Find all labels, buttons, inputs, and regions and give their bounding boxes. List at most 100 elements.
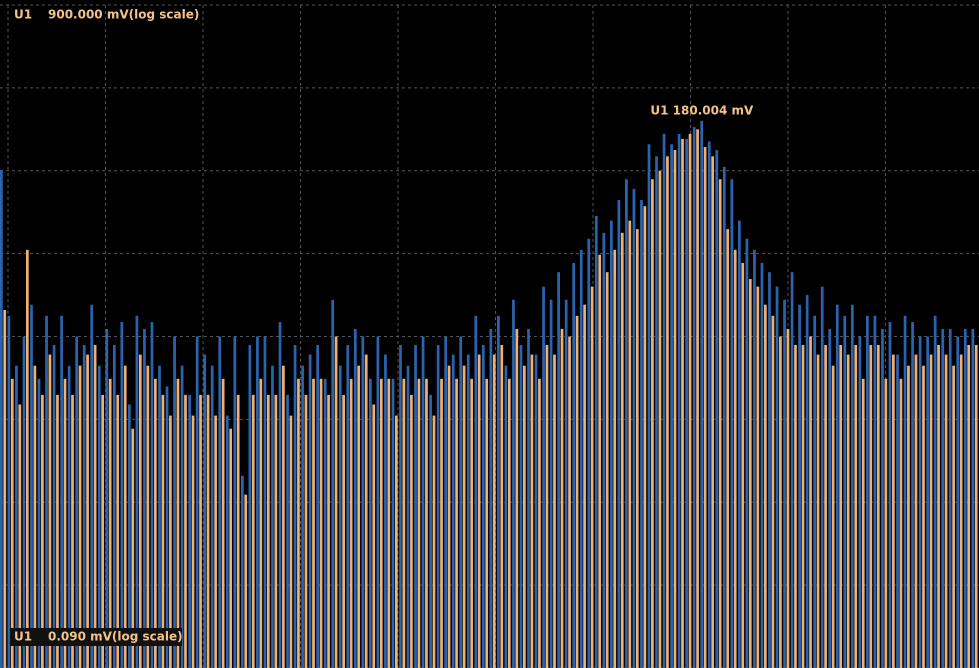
bar	[549, 299, 553, 668]
bar	[861, 378, 865, 668]
bar	[726, 229, 730, 668]
bar	[10, 378, 14, 668]
bar	[319, 378, 323, 668]
bar	[677, 133, 681, 668]
bar	[22, 336, 26, 668]
bar	[278, 322, 282, 668]
bar	[75, 336, 79, 668]
bar	[560, 328, 564, 668]
bar	[583, 304, 586, 668]
bar	[881, 328, 884, 668]
bar	[372, 404, 376, 668]
bar	[681, 138, 684, 668]
bar	[410, 394, 413, 668]
bar	[112, 344, 116, 668]
bar	[700, 120, 704, 668]
bar	[455, 378, 458, 668]
bar	[557, 272, 560, 668]
bar	[892, 354, 895, 668]
bar	[429, 394, 432, 668]
bar	[440, 378, 443, 668]
bar	[165, 386, 169, 668]
bar	[33, 365, 37, 668]
bar	[647, 144, 651, 668]
bar	[809, 336, 812, 668]
bar	[323, 378, 327, 668]
bar	[783, 299, 786, 668]
bar	[353, 328, 357, 668]
bar	[771, 315, 775, 668]
bar	[210, 365, 214, 668]
bar	[670, 144, 673, 668]
bar	[948, 328, 952, 668]
bar	[748, 279, 752, 668]
top-scale-label: 900.000 mV(log scale)	[48, 8, 199, 22]
bar	[391, 378, 395, 668]
bar	[97, 365, 101, 668]
bar	[858, 336, 862, 668]
bar	[218, 336, 222, 668]
bar	[609, 220, 613, 668]
bar	[0, 169, 3, 668]
bar	[959, 354, 963, 668]
bar	[221, 378, 225, 668]
bar	[605, 272, 609, 668]
bar	[888, 322, 892, 668]
bar	[82, 344, 86, 668]
bar	[462, 365, 466, 668]
bar	[926, 336, 929, 668]
bar	[866, 315, 869, 668]
bar	[286, 394, 289, 668]
bar	[831, 365, 835, 668]
bar	[376, 336, 380, 668]
bar	[963, 328, 967, 668]
bar	[756, 286, 760, 668]
bar	[760, 262, 764, 668]
bar	[594, 215, 598, 668]
bar	[673, 150, 677, 668]
bar	[899, 378, 903, 668]
bar	[956, 336, 960, 668]
bar	[911, 322, 914, 668]
bar	[128, 404, 131, 668]
bar	[876, 344, 880, 668]
bar	[907, 365, 910, 668]
bar	[613, 249, 617, 668]
channel-label: U1	[14, 630, 32, 644]
bar	[711, 156, 714, 668]
bar	[116, 394, 120, 668]
bar	[282, 365, 285, 668]
bar	[379, 378, 383, 668]
bar	[816, 354, 820, 668]
bar	[233, 336, 237, 668]
bar	[741, 262, 745, 668]
bar	[421, 336, 425, 668]
bar	[903, 315, 907, 668]
bar	[56, 394, 59, 668]
bar	[93, 344, 97, 668]
bar	[135, 315, 139, 668]
bar	[850, 304, 854, 668]
bar	[327, 394, 330, 668]
bar	[154, 378, 157, 668]
bar	[459, 336, 463, 668]
bar	[587, 238, 591, 668]
bar	[244, 494, 248, 668]
bar	[312, 378, 315, 668]
bar	[301, 365, 304, 668]
bar	[432, 415, 436, 668]
bar	[590, 286, 594, 668]
bar	[248, 344, 252, 668]
bar	[251, 394, 255, 668]
bar	[534, 354, 538, 668]
bar	[90, 304, 94, 668]
bar	[696, 129, 699, 668]
bar	[846, 354, 850, 668]
bar	[361, 336, 365, 668]
bar	[602, 232, 606, 668]
bar	[828, 328, 832, 668]
bar	[497, 315, 500, 668]
bar	[188, 394, 191, 668]
bar	[86, 354, 89, 668]
bar	[854, 344, 858, 668]
